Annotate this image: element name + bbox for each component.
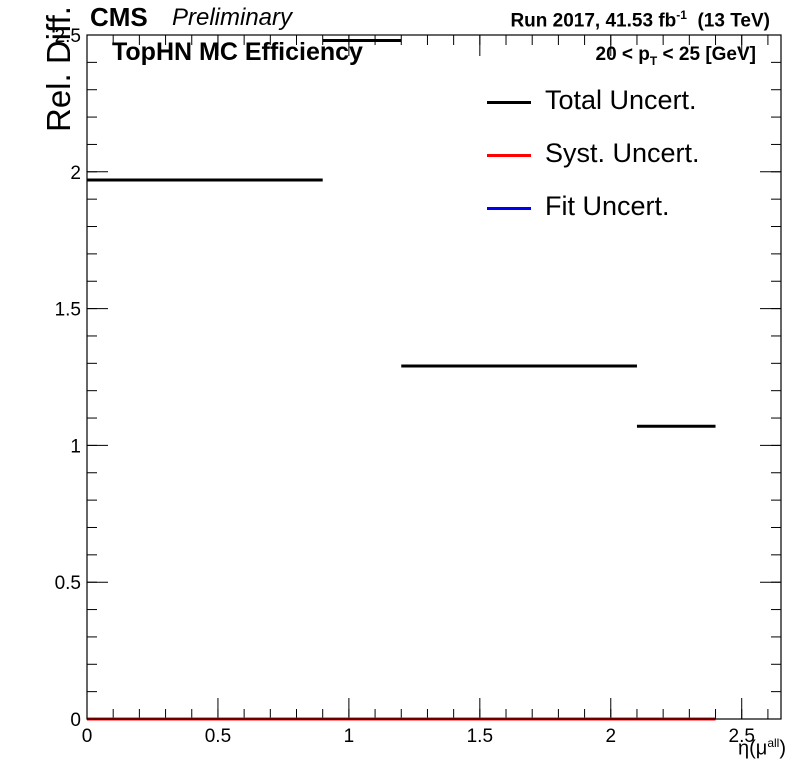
lumi-exponent: -1 — [676, 8, 687, 22]
pt-range-sub: T — [649, 53, 658, 68]
y-axis-label: Rel. Diff. [%] — [40, 0, 77, 132]
y-tick-label: 1 — [70, 436, 81, 457]
tick-labels: 0 0.5 1 1.5 2 2.5 0 0.5 1 1.5 2 2.5 — [55, 26, 755, 747]
x-axis-label-end: ) — [779, 737, 786, 760]
y-tick-label: 1.5 — [55, 300, 81, 321]
x-tick-label: 2 — [605, 726, 616, 747]
pt-range-prefix: 20 < p — [595, 44, 650, 65]
pt-range-suffix: < 25 [GeV] — [657, 44, 756, 65]
x-tick-label: 1 — [344, 726, 355, 747]
y-tick-label: 2 — [70, 163, 81, 184]
legend-swatch — [487, 101, 531, 104]
y-tick-label: 2.5 — [55, 26, 81, 47]
y-tick-label: 0 — [70, 710, 81, 731]
x-tick-label: 1.5 — [467, 726, 493, 747]
legend-swatch — [487, 154, 531, 157]
pt-range-label: 20 < pT < 25 [GeV] — [596, 44, 757, 68]
x-tick-label: 0 — [82, 726, 93, 747]
legend-swatch — [487, 207, 531, 210]
legend-label: Syst. Uncert. — [545, 138, 700, 168]
y-tick-label: 0.5 — [55, 573, 81, 594]
run-label: Run 2017, 41.53 fb-1 (13 TeV) — [510, 8, 770, 32]
experiment-label: CMS — [90, 2, 148, 32]
run-lumi-text: Run 2017, 41.53 fb — [510, 10, 677, 32]
status-label: Preliminary — [172, 4, 293, 31]
plot-subtitle: TopHN MC Efficiency — [112, 38, 363, 66]
x-axis-label: η(μall) — [738, 736, 786, 761]
x-axis-label-sup: all — [767, 736, 780, 750]
legend-label: Fit Uncert. — [545, 191, 670, 221]
x-tick-label: 2.5 — [729, 726, 755, 747]
energy-text: (13 TeV) — [697, 10, 770, 32]
x-axis-label-main: η(μ — [738, 737, 768, 760]
x-tick-label: 0.5 — [205, 726, 231, 747]
plot-frame — [86, 34, 782, 720]
legend-label: Total Uncert. — [545, 85, 697, 115]
